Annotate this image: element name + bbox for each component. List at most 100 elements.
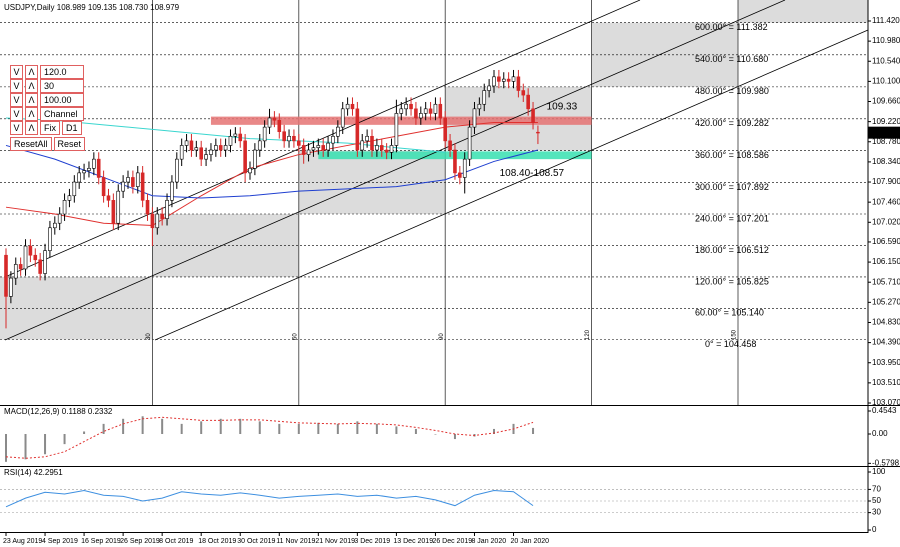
candle-body <box>184 140 189 146</box>
candle-body <box>77 172 81 183</box>
candle-body <box>131 177 135 187</box>
gann-time-label: 120 <box>585 329 591 340</box>
candle-body <box>321 145 326 151</box>
candle-body <box>506 78 511 82</box>
up-button[interactable]: Λ <box>25 79 38 93</box>
candle-body <box>170 181 174 201</box>
button[interactable]: ResetAll <box>10 137 52 151</box>
candle-body <box>126 177 130 183</box>
field[interactable]: D1 <box>62 121 82 135</box>
candle-body <box>453 149 457 174</box>
y-tick-label: 105.710 <box>872 277 900 286</box>
macd-bar <box>278 423 281 434</box>
y-tick-label: 70 <box>872 485 881 494</box>
y-tick-label: -0.5798 <box>872 458 900 467</box>
candle-body <box>253 149 257 169</box>
y-tick-label: 109.660 <box>872 97 900 106</box>
candle-body <box>433 103 438 114</box>
candle-body <box>272 117 277 121</box>
y-tick-label: 103.510 <box>872 378 900 387</box>
field[interactable]: 100.00 <box>40 93 84 107</box>
x-tick-label: 4 Sep 2019 <box>42 538 78 545</box>
macd-signal <box>5 416 534 459</box>
candle-body <box>287 135 291 142</box>
candle-body <box>101 177 106 197</box>
macd-bar <box>356 421 359 434</box>
candle-body <box>336 126 340 137</box>
gann-level-label: 0° = 104.458 <box>705 339 756 349</box>
y-tick-label: 106.150 <box>872 257 900 266</box>
candle-body <box>57 213 62 224</box>
candle-body <box>296 140 301 146</box>
y-tick-label: 100 <box>872 467 886 476</box>
gann-level-label: 480.00° = 109.980 <box>695 86 769 96</box>
candle-body <box>96 158 101 178</box>
field[interactable]: Channel <box>40 107 84 121</box>
candle-body <box>492 76 496 87</box>
candle-body <box>233 133 238 137</box>
candle-body <box>92 158 96 169</box>
macd-bar <box>24 434 27 460</box>
up-button[interactable]: Λ <box>25 107 38 121</box>
control-row: V Λ 120.0 <box>10 65 84 79</box>
field[interactable]: Fix <box>40 121 60 135</box>
candle-body <box>238 133 243 142</box>
zone <box>210 116 592 125</box>
up-button[interactable]: Λ <box>25 65 38 79</box>
down-button[interactable]: V <box>10 65 23 79</box>
moving-average <box>5 144 539 199</box>
candle-body <box>62 200 67 215</box>
x-tick-label: 20 Jan 2020 <box>511 538 550 545</box>
candle-body <box>165 200 169 219</box>
y-tick-label: 0.00 <box>872 429 888 438</box>
button[interactable]: Reset <box>53 137 86 151</box>
candle-body <box>311 147 316 151</box>
candle-body <box>331 135 335 144</box>
macd-bar <box>493 428 495 434</box>
candle-body <box>28 245 33 256</box>
moving-average <box>5 122 538 226</box>
candle-body <box>214 145 218 151</box>
down-button[interactable]: V <box>10 79 23 93</box>
candle-body <box>487 85 491 91</box>
candle-body <box>458 172 462 178</box>
candle-body <box>13 264 18 279</box>
field[interactable]: 120.0 <box>40 65 84 79</box>
y-tick-label: 106.590 <box>872 237 900 246</box>
up-button[interactable]: Λ <box>25 121 38 135</box>
macd-bar <box>122 418 125 434</box>
gann-level-label: 180.00° = 106.512 <box>695 245 769 255</box>
gann-level-label: 360.00° = 108.586 <box>695 150 769 160</box>
macd-bar <box>63 434 66 445</box>
macd-bar <box>180 423 183 434</box>
candle-body <box>209 149 213 155</box>
macd-bar <box>414 428 417 434</box>
x-tick-label: 8 Oct 2019 <box>159 538 193 545</box>
candle-body <box>394 113 399 146</box>
candle-body <box>257 140 262 151</box>
x-tick-label: 21 Nov 2019 <box>315 538 355 545</box>
candle-body <box>482 90 487 105</box>
down-button[interactable]: V <box>10 107 23 121</box>
candle-body <box>448 140 452 151</box>
field[interactable]: 30 <box>40 79 84 93</box>
gann-time-label: 30 <box>146 333 152 340</box>
candle-body <box>155 213 160 229</box>
x-tick-label: 3 Dec 2019 <box>354 538 390 545</box>
gann-level-label: 420.00° = 109.282 <box>695 118 769 128</box>
zone-label: 109.33 <box>547 101 578 112</box>
y-tick-label: 50 <box>872 496 881 505</box>
candle-body <box>194 147 199 151</box>
macd-bar <box>297 423 300 434</box>
candle-body <box>228 135 233 146</box>
down-button[interactable]: V <box>10 121 23 135</box>
up-button[interactable]: Λ <box>25 93 38 107</box>
candle-body <box>423 108 428 114</box>
candle-body <box>223 145 228 151</box>
candle-body <box>414 108 418 119</box>
macd-bar <box>219 418 222 434</box>
down-button[interactable]: V <box>10 93 23 107</box>
macd-bar <box>336 423 339 434</box>
gann-level-label: 240.00° = 107.201 <box>695 213 769 223</box>
candle-body <box>282 131 286 142</box>
